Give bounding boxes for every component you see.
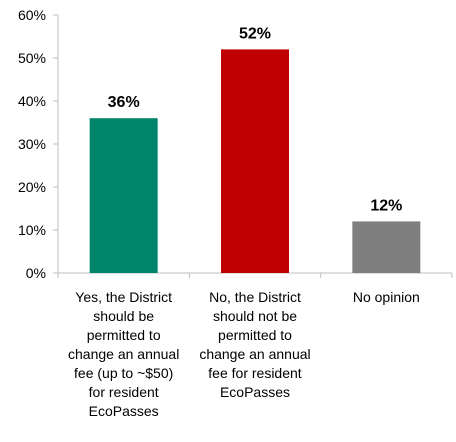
y-tick-label: 0% — [26, 265, 46, 281]
category-label-line: fee for resident — [208, 365, 301, 381]
category-label: No, the District should not be permitted t… — [199, 289, 310, 400]
y-tick-label: 10% — [18, 222, 46, 238]
data-label: 52% — [239, 25, 271, 42]
bar — [89, 118, 158, 273]
y-tick-label: 60% — [18, 7, 46, 23]
category-label-line: for resident — [89, 384, 159, 400]
category-label-line: EcoPasses — [220, 384, 290, 400]
labels-layer: 36% Yes, the District should be permitted t… — [68, 25, 420, 419]
data-label: 12% — [370, 197, 402, 214]
bar — [221, 49, 289, 274]
category-label-line: change an annual — [68, 346, 179, 362]
category-label: Yes, the District should be permitted to ch… — [68, 289, 179, 419]
y-tick-label: 20% — [18, 179, 46, 195]
category-label-line: permitted to — [87, 327, 161, 343]
category-label-line: No opinion — [353, 289, 420, 305]
bars-layer — [89, 49, 421, 274]
category-label-line: change an annual — [199, 346, 310, 362]
data-label: 36% — [108, 94, 140, 111]
y-tick-label: 40% — [18, 93, 46, 109]
category-label-line: EcoPasses — [89, 403, 159, 419]
category-label-line: should not be — [213, 308, 297, 324]
y-tick-label: 30% — [18, 136, 46, 152]
category-label-line: fee (up to ~$50) — [74, 365, 173, 381]
category-label: No opinion — [353, 289, 420, 305]
category-label-line: permitted to — [218, 327, 292, 343]
y-tick-label: 50% — [18, 50, 46, 66]
category-label-line: should be — [93, 308, 154, 324]
bar — [352, 221, 421, 273]
category-label-line: No, the District — [209, 289, 301, 305]
category-label-line: Yes, the District — [75, 289, 172, 305]
